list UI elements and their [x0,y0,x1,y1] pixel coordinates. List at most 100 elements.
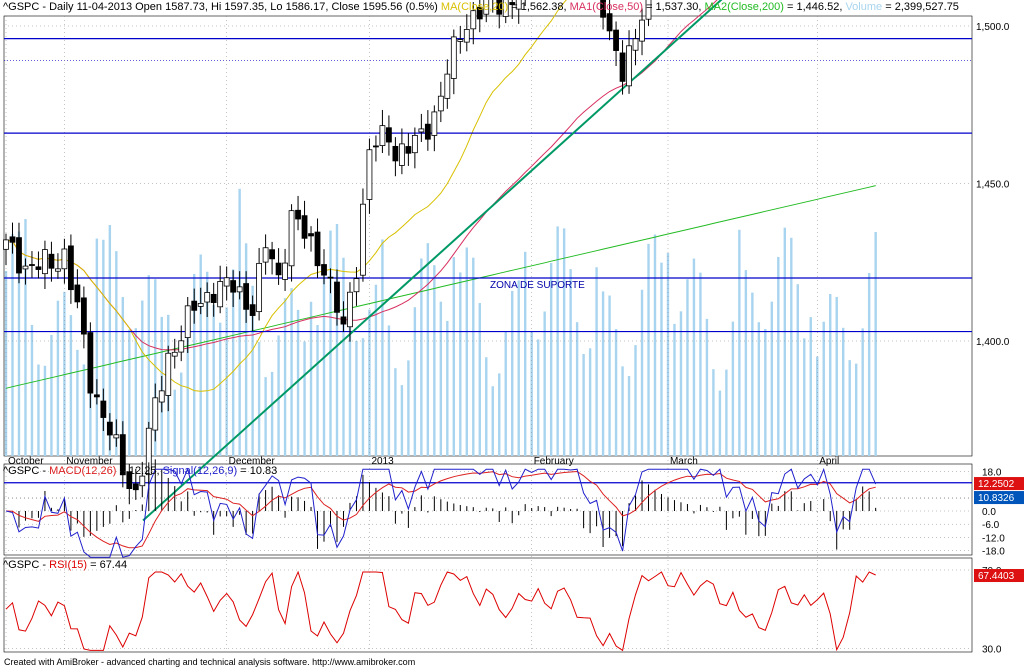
rsi-pane-frame [3,557,973,653]
volume-bar [588,348,592,456]
candle-body [197,302,204,307]
candle-body [295,209,301,220]
volume-bar [614,329,618,456]
candle-body [42,249,48,275]
ma20-label: MA(Close,20) [440,1,509,13]
volume-bar [549,262,553,456]
candle-body [418,128,425,133]
rsi-value-badge [974,569,1024,583]
candle-body [74,284,81,303]
candle-body [431,111,438,136]
candle-body [515,0,522,10]
volume-bar [647,243,650,456]
volume-bar [569,269,572,456]
zona-de-suporte-label: ZONA DE SUPORTE [490,280,585,291]
candle-body [35,266,42,270]
candle-body [236,286,243,293]
macd-line [5,467,877,558]
candle-body [256,262,263,313]
candle-body [386,127,392,143]
volume-bar [322,273,326,456]
volume-bar [472,257,475,456]
candle-body [106,421,113,436]
macd-badge-label: 12.2502 [978,479,1015,490]
volume-bar [381,239,384,456]
volume-bar [465,247,468,456]
volume-bar [141,300,144,456]
candle-body [139,475,146,487]
candle-body [327,276,334,279]
volume-bar [102,239,105,456]
volume-bar [601,291,605,456]
rsi-label: RSI(15) [49,559,88,571]
macd-value: = 12.25, [119,465,160,477]
volume-bar [225,307,228,456]
volume-bar [653,234,657,456]
volume-bar [867,273,871,456]
volume-bar [394,368,397,456]
volume-bar [173,389,176,456]
ma50-line [5,0,718,351]
ma50-label: MA1(Close,50) [569,1,643,13]
volume-bar [407,360,410,456]
volume-bar [796,284,799,456]
volume-bar [790,237,793,456]
volume-bar [134,328,137,456]
support-trendline [142,0,723,522]
candle-body [301,215,308,239]
volume-bar [147,275,150,456]
candle-body [340,316,347,325]
volume-bar [296,309,300,456]
candle-body [457,39,464,42]
volume-bar [536,339,540,456]
candle-body [152,397,159,431]
candle-body [470,10,477,30]
candle-body [398,143,405,166]
volume-bar [316,325,319,456]
volume-bar [686,279,689,456]
rsi-header: ^GSPC - RSI(15) = 67.44 [3,559,127,571]
macd-y-tick-label: -12.0 [982,533,1005,544]
volume-bar [374,284,378,456]
volume-bar [777,256,780,456]
candle-body [9,236,16,243]
rsi-badge-label: 67.4403 [978,571,1015,582]
volume-bar [511,290,514,456]
volume-bar [829,294,832,456]
volume-bar [264,377,267,456]
footer-credit: Created with AmiBroker - advanced charti… [4,657,416,667]
volume-bar [11,234,14,456]
volume-bar [283,298,287,456]
volume-bar [205,271,209,456]
volume-bar [634,345,637,456]
candle-body [405,146,412,154]
volume-bar [37,364,40,456]
macd-header: ^GSPC - MACD(12,26) = 12.25, Signal(12,2… [3,465,277,477]
candle-body [308,233,314,237]
price-y-tick-label: 1,400.0 [976,337,1010,348]
volume-bar [874,231,877,456]
candle-body [223,277,230,287]
volume-bar [524,251,527,456]
volume-bar [640,289,644,456]
volume-bar [348,307,352,456]
rsi-y-tick-label: 30.0 [982,644,1002,655]
volume-bar [757,322,761,456]
volume-bar [679,311,683,456]
candle-body [353,278,360,293]
candle-body [288,210,295,267]
signal-value: = 10.83 [240,465,278,477]
volume-bar [816,356,819,456]
price-header: ^GSPC - Daily 11-04-2013 Open 1587.73, H… [3,1,959,13]
volume-bars [4,188,877,457]
volume-bar [82,364,86,456]
candle-body [600,0,606,18]
volume-bar [426,243,430,456]
volume-bar [180,372,183,456]
volume-bar [504,330,507,456]
candle-body [509,2,516,6]
candle-body [55,268,61,272]
volume-bar [666,253,670,456]
volume-bar [257,341,261,456]
candle-body [282,262,288,280]
